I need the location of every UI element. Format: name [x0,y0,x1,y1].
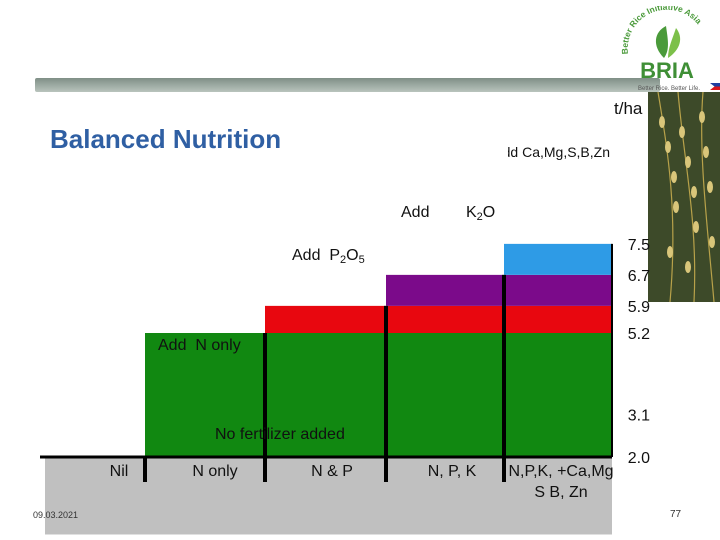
bar-segment-nil-4 [504,457,612,535]
annotation-k-word: Add [401,204,430,221]
category-label-1: N only [192,463,237,480]
stacked-bars [45,243,612,535]
value-label-2: 5.2 [628,326,650,343]
category-label-2: N & P [311,463,353,480]
annotation-p-chem: P [329,247,341,264]
bar-segment-p-4 [504,305,612,333]
annotation-p-mid: O [346,247,359,264]
value-label-4: 6.7 [628,268,650,285]
logo-tagline: Better Rice. Better Life. [638,86,700,92]
annotation-p-sub2: 5 [358,254,365,266]
annotation-k-chem: K [466,204,477,221]
bar-segment-n-1 [145,333,265,457]
philippines-flag-icon [710,83,720,90]
page-number: 77 [670,509,682,520]
bar-segment-k-4 [504,274,612,306]
rice-photo [648,92,720,302]
category-label-0: Nil [110,463,129,480]
category-label-4: N,P,K, +Ca,Mg [508,463,613,480]
value-label-5: 7.5 [628,237,650,254]
annotation-p-word: Add [292,247,321,264]
value-label-1: 3.1 [628,407,650,424]
annotation-micro: Add Ca,Mg,S,B,Zn [508,144,610,160]
bar-segment-p-3 [386,305,504,333]
bar-segment-nil-1 [145,457,265,535]
category-labels: Nil N only N & P N, P, K N,P,K, +Ca,Mg S B, Z… [110,463,614,501]
bar-segment-n-4 [504,333,612,457]
bria-logo: Better Rice Initiative Asia BRIA Better … [620,6,720,92]
category-label-4-line2: S B, Zn [534,484,587,501]
footer-date: 09.03.2021 [33,510,79,520]
y-unit-label: t/ha [614,99,643,118]
leaf-icon [655,26,681,58]
bar-segment-nil-0 [45,457,145,535]
bar-segment-n-2 [265,333,386,457]
bar-segment-micro-4 [504,243,612,275]
value-label-0: 2.0 [628,450,650,467]
slide-title: Balanced Nutrition [50,124,282,154]
annotation-k-sub: 2 [476,211,483,223]
annotation-p-sub1: 2 [340,254,347,266]
category-label-3: N, P, K [428,463,477,480]
bar-segment-n-3 [386,333,504,457]
annotation-k-tail: O [482,204,496,221]
annotation-k: K2O [466,204,495,223]
logo-name: BRIA [640,58,694,83]
header-rule [35,78,660,92]
annotation-p: Add P2O5 [292,247,365,266]
annotation-n-word: Add [158,337,187,354]
value-labels: 2.0 3.1 5.2 5.9 6.7 7.5 [628,237,650,467]
bar-segment-p-2 [265,305,386,333]
annotation-nil: No fertilizer added [215,426,345,443]
step-dividers [143,243,613,482]
annotation-n: Add N only [158,337,241,355]
bar-segment-k-3 [386,274,504,306]
bar-segment-nil-3 [386,457,504,535]
annotation-n-rest: N only [195,337,241,354]
value-label-3: 5.9 [628,299,650,316]
bar-segment-nil-2 [265,457,386,535]
